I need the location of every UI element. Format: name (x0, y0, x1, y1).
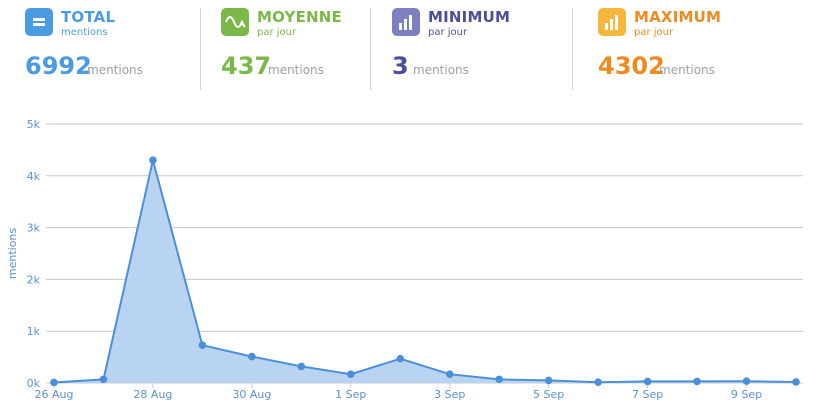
y-tick-label: 2k (27, 273, 41, 286)
stat-total-value: 6992 (25, 52, 92, 80)
stat-maximum-title: MAXIMUM (634, 8, 722, 26)
series-area (54, 160, 796, 383)
y-tick-label: 3k (27, 222, 41, 235)
data-point (50, 378, 58, 387)
y-tick-label: 5k (27, 118, 41, 131)
stat-minimum-unit: mentions (413, 63, 469, 77)
stat-maximum: MAXIMUM par jour 4302 mentions (598, 8, 798, 90)
stat-total-subtitle: mentions (61, 27, 108, 38)
y-tick-label: 1k (27, 325, 41, 338)
stat-maximum-unit: mentions (659, 63, 715, 77)
stat-moyenne-unit: mentions (268, 63, 324, 77)
series-line (53, 159, 797, 384)
stat-minimum-subtitle: par jour (428, 27, 468, 38)
data-point (396, 354, 405, 363)
stat-maximum-value: 4302 (598, 52, 665, 80)
stat-moyenne-title: MOYENNE (257, 8, 343, 26)
stat-minimum: MINIMUM par jour 3 mentions (392, 8, 552, 90)
stat-minimum-value: 3 (392, 52, 409, 80)
y-tick-label: 4k (27, 170, 41, 183)
data-point (544, 376, 553, 385)
data-point (99, 375, 108, 384)
mentions-area-chart: 0k 1k 2k 3k 4k 5k 26 Aug 28 Aug 30 Aug 1 Sep 3 Se… (6, 118, 803, 401)
data-point (445, 370, 454, 378)
stat-moyenne-value: 437 (221, 52, 272, 80)
x-tick-label: 5 Sep (533, 388, 564, 401)
x-axis-ticks: 26 Aug 28 Aug 30 Aug 1 Sep 3 Sep 5 Sep 7 Sep 9 … (35, 383, 762, 401)
divider (200, 8, 201, 90)
data-point (693, 377, 701, 386)
bars-icon (392, 8, 420, 36)
stat-moyenne-subtitle: par jour (257, 27, 297, 38)
data-point (297, 362, 306, 371)
stat-moyenne: MOYENNE par jour 437 mentions (221, 8, 361, 90)
divider (370, 8, 371, 90)
y-axis-ticks: 0k 1k 2k 3k 4k 5k (27, 118, 41, 390)
y-axis-label: mentions (6, 228, 19, 280)
stat-minimum-title: MINIMUM (428, 8, 511, 26)
data-point (198, 341, 207, 349)
data-point (742, 377, 751, 385)
wave-icon (221, 8, 249, 36)
x-tick-label: 30 Aug (232, 388, 271, 401)
y-tick-label: 0k (27, 377, 41, 390)
bars-icon (598, 8, 626, 36)
equals-icon (25, 8, 53, 36)
data-point (643, 377, 652, 386)
x-tick-label: 7 Sep (632, 388, 663, 401)
stat-total-unit: mentions (87, 63, 143, 77)
data-point (495, 375, 504, 384)
stats-bar: TOTAL mentions 6992 mentions MOYENNE par… (0, 0, 819, 100)
series-points (50, 156, 800, 387)
data-point (347, 370, 355, 378)
stat-total: TOTAL mentions 6992 mentions (25, 8, 195, 90)
x-tick-label: 26 Aug (35, 388, 74, 401)
x-tick-label: 28 Aug (133, 388, 172, 401)
x-tick-label: 3 Sep (434, 388, 465, 401)
data-point (149, 156, 157, 164)
divider (572, 8, 573, 90)
x-tick-label: 9 Sep (731, 388, 762, 401)
data-point (792, 378, 800, 386)
stat-maximum-subtitle: par jour (634, 27, 674, 38)
x-tick-label: 1 Sep (335, 388, 366, 401)
data-point (594, 378, 602, 387)
stat-total-title: TOTAL (61, 8, 116, 26)
data-point (248, 352, 256, 361)
